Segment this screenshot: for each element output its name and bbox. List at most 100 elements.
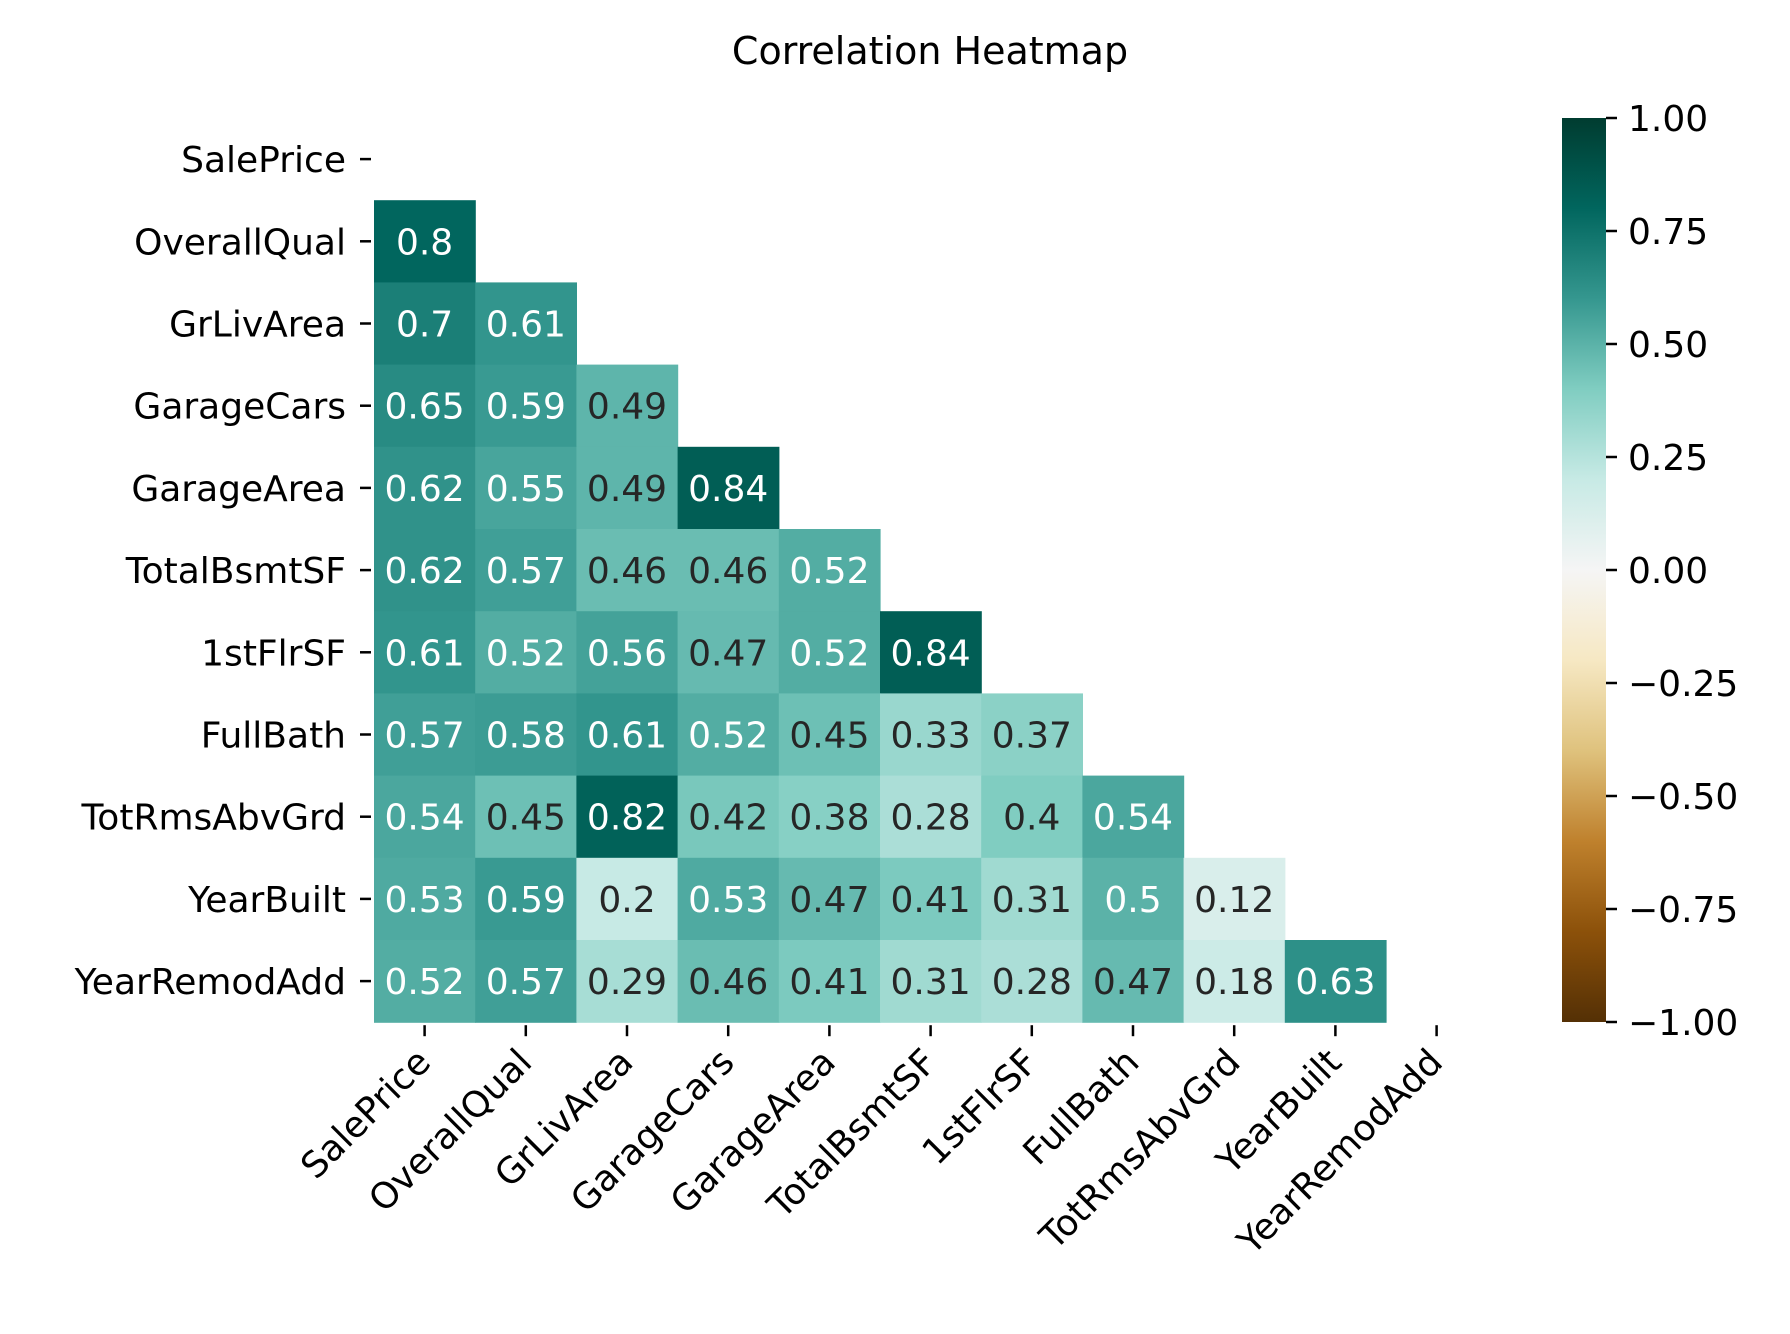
heatmap-cell [475,693,577,777]
heatmap-cell [576,446,679,530]
heatmap-cell-labels: 0.8 0.7 0.61 0.65 0.59 0.49 0.62 0.55 0.49 0.84 0.… [385,222,1376,1003]
heatmap-cell-label: 0.56 [587,633,667,674]
heatmap-cell-label: 0.62 [385,551,465,592]
y-tick-label: YearBuilt [187,880,346,921]
heatmap-cell [677,611,780,694]
heatmap-cell [475,446,577,530]
y-tick-label: OverallQual [134,222,346,263]
heatmap-cell [374,857,476,941]
heatmap-cell [576,364,679,448]
heatmap-cell-label: 0.8 [396,222,453,263]
heatmap-cell [475,611,577,694]
heatmap-cell-label: 0.37 [992,716,1072,757]
heatmap-cell [880,775,982,859]
y-tick-label: YearRemodAdd [74,962,346,1003]
y-tick-label: GarageArea [131,469,346,510]
heatmap-cell-label: 0.42 [688,798,768,839]
colorbar-tick-label: 0.75 [1628,212,1708,253]
heatmap-cell-label: 0.18 [1194,962,1274,1003]
colorbar-scale [1562,118,1606,1022]
heatmap-cell [374,446,476,530]
heatmap-cell [981,940,1083,1023]
colorbar: 1.00 0.75 0.50 0.25 0.00 −0.25 −0.50 −0.75 −1.00 [1562,99,1738,1044]
heatmap-cell-label: 0.46 [688,551,768,592]
heatmap-cell [981,857,1083,941]
heatmap-cell-label: 0.52 [385,962,465,1003]
colorbar-tick-label: −0.25 [1628,664,1738,705]
heatmap-cell [475,775,577,859]
heatmap-cell-label: 0.5 [1104,880,1161,921]
heatmap-cell [374,529,476,612]
heatmap-cell [576,529,679,612]
heatmap-cell-label: 0.41 [891,880,971,921]
heatmap-cell [1082,775,1185,859]
heatmap-cell-label: 0.55 [486,469,566,510]
heatmap-cell [374,775,476,859]
heatmap-cell-label: 0.84 [891,633,971,674]
heatmap-cell [475,529,577,612]
y-tick-label: 1stFlrSF [201,633,346,674]
heatmap-cell-label: 0.28 [891,798,971,839]
heatmap-cell-label: 0.52 [486,633,566,674]
heatmap-cell [880,693,982,777]
heatmap-cell-label: 0.52 [789,551,869,592]
colorbar-tick-label: −0.75 [1628,890,1738,931]
heatmap-cell-label: 0.54 [1093,798,1173,839]
heatmap-cell [778,529,881,612]
colorbar-tick-label: 1.00 [1628,99,1708,140]
heatmap-cell-label: 0.59 [486,880,566,921]
heatmap-cell [475,364,577,448]
heatmap-cell [374,693,476,777]
y-axis: SalePrice OverallQual GrLivArea GarageCars G… [74,140,371,1003]
heatmap-cell [374,282,476,366]
heatmap-cell-label: 0.53 [688,880,768,921]
heatmap-cell [576,693,679,777]
heatmap-cell-label: 0.57 [486,962,566,1003]
heatmap-cell-label: 0.31 [891,962,971,1003]
heatmap-cell-label: 0.4 [1003,798,1060,839]
heatmap-cell-label: 0.59 [486,387,566,428]
heatmap-cell-label: 0.45 [486,798,566,839]
heatmap-cell-label: 0.49 [587,387,667,428]
y-tick-label: TotalBsmtSF [125,551,346,592]
heatmap-cell-label: 0.54 [385,798,465,839]
heatmap-cell [475,857,577,941]
chart-title: Correlation Heatmap [732,29,1128,73]
heatmap-cell-label: 0.41 [789,962,869,1003]
heatmap-cell-label: 0.63 [1295,962,1375,1003]
heatmap-cell [981,775,1083,859]
heatmap-cell [1284,940,1387,1023]
heatmap-cell [576,940,679,1023]
heatmap-cell-label: 0.61 [486,305,566,346]
heatmap-cell [778,775,881,859]
heatmap-cell [778,940,881,1023]
heatmap-cell [1183,940,1286,1023]
colorbar-tick-label: 0.25 [1628,438,1708,479]
heatmap-cell-label: 0.62 [385,469,465,510]
colorbar-tick-label: −1.00 [1628,1003,1738,1044]
heatmap-cell-label: 0.12 [1194,880,1274,921]
heatmap-cell-label: 0.52 [789,633,869,674]
heatmap-cell-label: 0.49 [587,469,667,510]
y-tick-label: FullBath [201,716,346,757]
heatmap-cell [880,611,982,694]
heatmap-cell [677,857,780,941]
heatmap-cell [778,693,881,777]
heatmap-cell [880,940,982,1023]
heatmap-cell-label: 0.57 [486,551,566,592]
heatmap-cell-label: 0.47 [688,633,768,674]
heatmap-cell [475,940,577,1023]
heatmap-cell [677,775,780,859]
colorbar-ticks: 1.00 0.75 0.50 0.25 0.00 −0.25 −0.50 −0.75 −1.00 [1606,99,1738,1044]
heatmap-cell [475,282,577,366]
heatmap-cell-label: 0.46 [587,551,667,592]
heatmap-cell-label: 0.45 [789,716,869,757]
heatmap-cell [374,940,476,1023]
heatmap-cell-label: 0.53 [385,880,465,921]
heatmap-cell-label: 0.82 [587,798,667,839]
heatmap-cell [1183,857,1286,941]
heatmap-cells [374,200,1387,1023]
heatmap-cell [778,857,881,941]
heatmap-cell-label: 0.47 [789,880,869,921]
